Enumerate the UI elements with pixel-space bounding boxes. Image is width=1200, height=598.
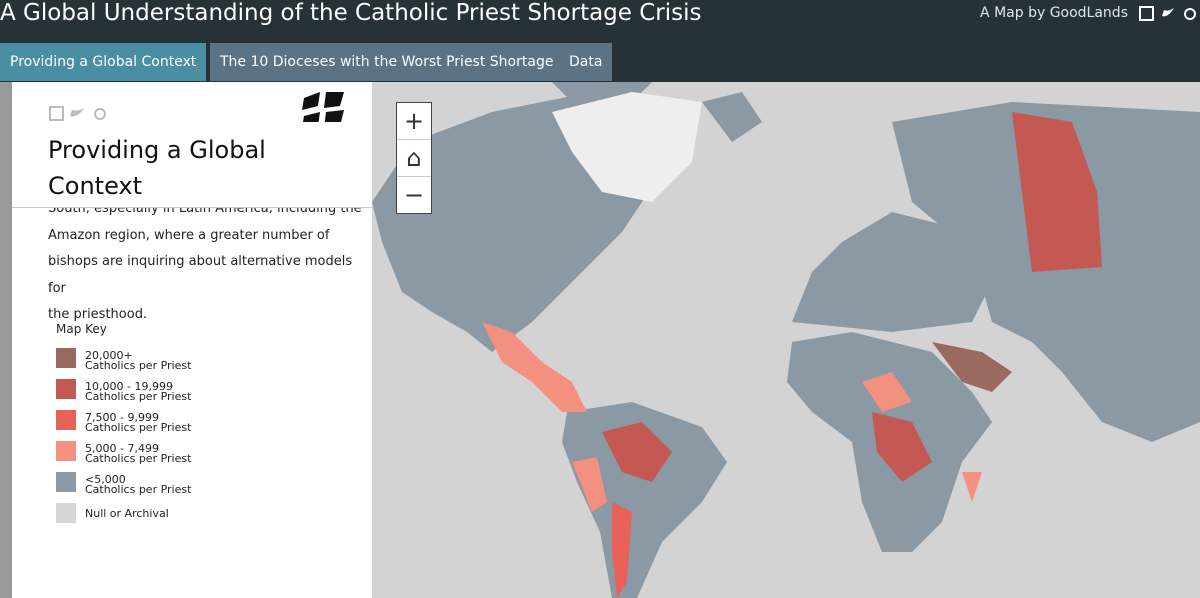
key-label: 5,000 - 7,499 Catholics per Priest bbox=[85, 442, 192, 465]
map[interactable] bbox=[372, 82, 1200, 598]
title-line: Context bbox=[48, 172, 143, 200]
key-label-line: Catholics per Priest bbox=[85, 390, 192, 403]
tab[interactable]: Providing a Global Context bbox=[0, 43, 207, 81]
key-label-line: 5,000 - 7,499 bbox=[85, 442, 159, 455]
key-swatch bbox=[56, 441, 76, 461]
key-label-line: 20,000+ bbox=[85, 349, 133, 362]
side-strip bbox=[0, 82, 12, 598]
key-label: <5,000 Catholics per Priest bbox=[85, 473, 192, 496]
tab[interactable]: The 10 Dioceses with the Worst Priest Sh… bbox=[210, 43, 564, 81]
tab[interactable]: Data bbox=[559, 43, 613, 81]
key-label: 10,000 - 19,999 Catholics per Priest bbox=[85, 380, 192, 403]
key-label-line: <5,000 bbox=[85, 473, 126, 486]
key-swatch bbox=[56, 472, 76, 492]
key-swatch bbox=[56, 503, 76, 523]
key-swatch bbox=[56, 348, 76, 368]
panel-share[interactable] bbox=[48, 104, 128, 124]
key-label-line: 10,000 - 19,999 bbox=[85, 380, 173, 393]
key-swatch bbox=[56, 379, 76, 399]
separator bbox=[12, 207, 372, 208]
key-label-line: Catholics per Priest bbox=[85, 483, 192, 496]
zoom-in[interactable]: + bbox=[397, 103, 431, 140]
key-label-line: Catholics per Priest bbox=[85, 452, 192, 465]
key-swatch bbox=[56, 410, 76, 430]
home[interactable]: ⌂ bbox=[397, 140, 431, 177]
key-label: Null or Archival bbox=[85, 507, 169, 520]
share-icons[interactable] bbox=[1138, 4, 1200, 24]
header-title: A Global Understanding of the Catholic P… bbox=[0, 0, 702, 26]
header: A Global Understanding of the Catholic P… bbox=[0, 0, 1200, 42]
side-panel: South, especially in Latin America, incl… bbox=[12, 82, 372, 598]
title-backdrop bbox=[12, 122, 372, 207]
logo bbox=[302, 92, 344, 128]
title-line: Providing a Global bbox=[48, 136, 266, 164]
key-label: 7,500 - 9,999 Catholics per Priest bbox=[85, 411, 192, 434]
body-line: the priesthood. bbox=[48, 307, 148, 322]
zoom-control: + ⌂ − bbox=[396, 102, 432, 214]
key-label-line: Catholics per Priest bbox=[85, 359, 192, 372]
map-key-title: Map Key bbox=[56, 322, 107, 336]
key-label-line: 7,500 - 9,999 bbox=[85, 411, 159, 424]
panel-body: South, especially in Latin America, incl… bbox=[48, 196, 372, 329]
key-label-line: Catholics per Priest bbox=[85, 421, 192, 434]
key-label: 20,000+ Catholics per Priest bbox=[85, 349, 192, 372]
body-line: bishops are inquiring about alternative … bbox=[48, 254, 353, 296]
byline[interactable]: A Map by GoodLands bbox=[980, 5, 1128, 21]
body-line: Amazon region, where a greater number of bbox=[48, 227, 330, 243]
zoom-out[interactable]: − bbox=[403, 181, 425, 209]
key-label-line: Null or Archival bbox=[85, 507, 169, 520]
panel-title: Providing a Global Context bbox=[48, 132, 266, 204]
